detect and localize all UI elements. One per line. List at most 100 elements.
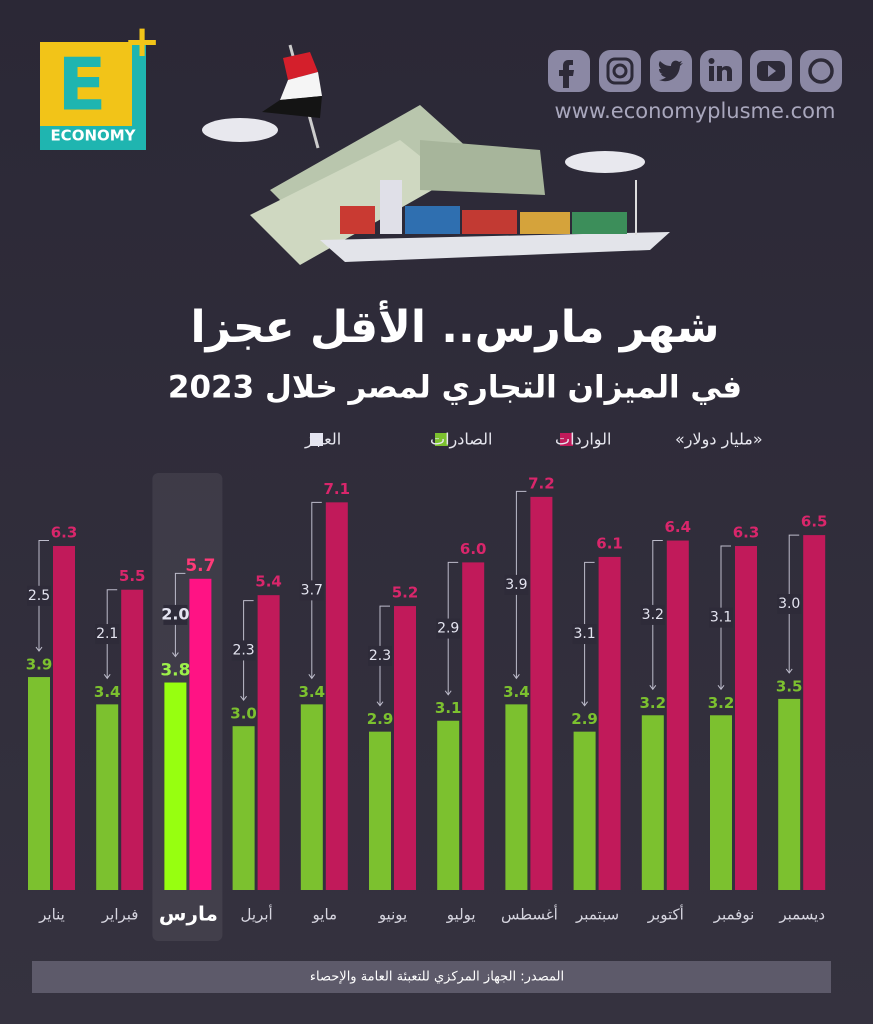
arrow-head	[172, 652, 179, 658]
instagram-glyph	[606, 57, 634, 85]
value-label-exports: 2.9	[367, 710, 394, 728]
value-label-imports: 5.5	[119, 567, 146, 585]
value-label-deficit: 2.1	[96, 626, 118, 642]
deficit-label-bg	[504, 574, 529, 595]
x-tick-label: أبريل	[241, 905, 273, 924]
value-label-imports: 5.4	[255, 573, 282, 591]
instagram-icon[interactable]	[599, 50, 641, 92]
value-label-exports: 3.4	[94, 683, 121, 701]
bar-exports	[232, 726, 255, 890]
value-label-deficit: 2.5	[28, 588, 50, 604]
bar-exports	[164, 682, 187, 890]
flag-black	[262, 96, 322, 118]
threads-icon[interactable]	[800, 50, 842, 92]
ship-bridge	[380, 180, 402, 234]
chart-title: شهر مارس.. الأقل عجزا	[190, 300, 719, 353]
arrow-head	[649, 684, 657, 691]
bar-imports	[325, 502, 348, 890]
bar-imports	[53, 546, 75, 890]
money-stack	[420, 140, 545, 195]
bar-imports	[189, 578, 212, 890]
value-label-exports: 3.0	[230, 705, 257, 723]
deficit-label-bg	[709, 607, 733, 628]
value-label-exports: 3.2	[640, 694, 667, 712]
bar-imports	[666, 540, 689, 890]
unit-label: «مليار دولار»	[675, 430, 763, 450]
arrow-head	[35, 646, 43, 652]
legend-label: العجز	[304, 430, 341, 450]
arrow-head	[581, 701, 588, 707]
x-tick-label: يوليو	[446, 906, 476, 924]
bar-exports	[437, 720, 460, 890]
containers	[405, 206, 460, 234]
x-tick-label: مارس	[159, 902, 218, 926]
value-label-imports: 7.1	[324, 480, 351, 498]
youtube-play	[768, 65, 776, 77]
value-label-deficit: 3.1	[573, 626, 595, 642]
bar-exports	[641, 715, 664, 890]
containers	[572, 212, 627, 234]
bar-exports	[778, 698, 801, 890]
deficit-bracket	[788, 534, 800, 673]
containers	[340, 206, 375, 234]
chart-subtitle: في الميزان التجاري لمصر خلال 2023	[168, 370, 742, 406]
money-stack	[250, 140, 450, 265]
legend-swatch	[560, 433, 573, 446]
website[interactable]: www.economyplusme.com	[555, 99, 836, 123]
value-label-deficit: 2.3	[369, 648, 391, 664]
linkedin-glyph-n	[717, 66, 732, 81]
arrow-head	[376, 701, 384, 707]
arrow-head	[717, 684, 725, 691]
x-tick-label: فبراير	[101, 906, 139, 924]
bar-exports	[710, 715, 732, 890]
social-icons	[548, 50, 842, 92]
deficit-label-bg	[27, 585, 51, 606]
bar-exports	[96, 704, 119, 890]
value-label-deficit: 3.2	[642, 607, 664, 623]
arrow-head	[103, 674, 111, 680]
x-tick-label: أكتوبر	[647, 905, 684, 924]
ship-hull	[320, 232, 670, 262]
value-label-imports: 5.7	[185, 556, 215, 576]
bar-imports	[257, 595, 280, 890]
flag-red	[283, 52, 318, 80]
x-tick-label: مايو	[312, 906, 338, 924]
bar-imports	[803, 535, 826, 890]
deficit-label-bg	[777, 594, 802, 614]
value-label-exports: 3.5	[776, 677, 803, 695]
value-label-exports: 3.2	[708, 694, 735, 712]
containers	[520, 212, 570, 234]
source-bar	[32, 961, 831, 993]
bar-exports	[300, 704, 323, 890]
bar-imports	[462, 562, 485, 890]
arrow-head	[308, 674, 316, 680]
facebook-glyph	[559, 60, 574, 88]
deficit-label-bg	[368, 645, 392, 666]
legend-swatch	[310, 433, 323, 446]
legend-label: الصادرات	[430, 430, 492, 450]
bar-exports	[369, 731, 391, 890]
x-tick-label: نوفمبر	[713, 906, 755, 924]
value-label-deficit: 3.7	[301, 582, 323, 598]
arrow-head	[513, 674, 520, 680]
deficit-bracket	[38, 540, 49, 652]
legend-label: الواردات	[555, 430, 611, 450]
threads-glyph	[808, 58, 834, 84]
cloud	[565, 151, 645, 173]
value-label-deficit: 2.3	[232, 642, 254, 658]
cloud	[202, 118, 278, 142]
value-label-deficit: 3.9	[505, 577, 527, 593]
value-label-imports: 6.0	[460, 540, 487, 558]
value-label-imports: 5.2	[392, 584, 419, 602]
value-label-exports: 2.9	[571, 710, 598, 728]
containers	[462, 210, 517, 234]
value-label-deficit: 2.0	[161, 604, 189, 623]
value-label-exports: 3.4	[299, 683, 326, 701]
deficit-bracket	[447, 561, 459, 695]
deficit-bracket	[243, 600, 254, 701]
bar-imports	[735, 546, 757, 890]
x-tick-label: أغسطس	[501, 905, 558, 924]
deficit-label-bg	[640, 604, 665, 625]
x-tick-label: سبتمبر	[575, 906, 619, 924]
